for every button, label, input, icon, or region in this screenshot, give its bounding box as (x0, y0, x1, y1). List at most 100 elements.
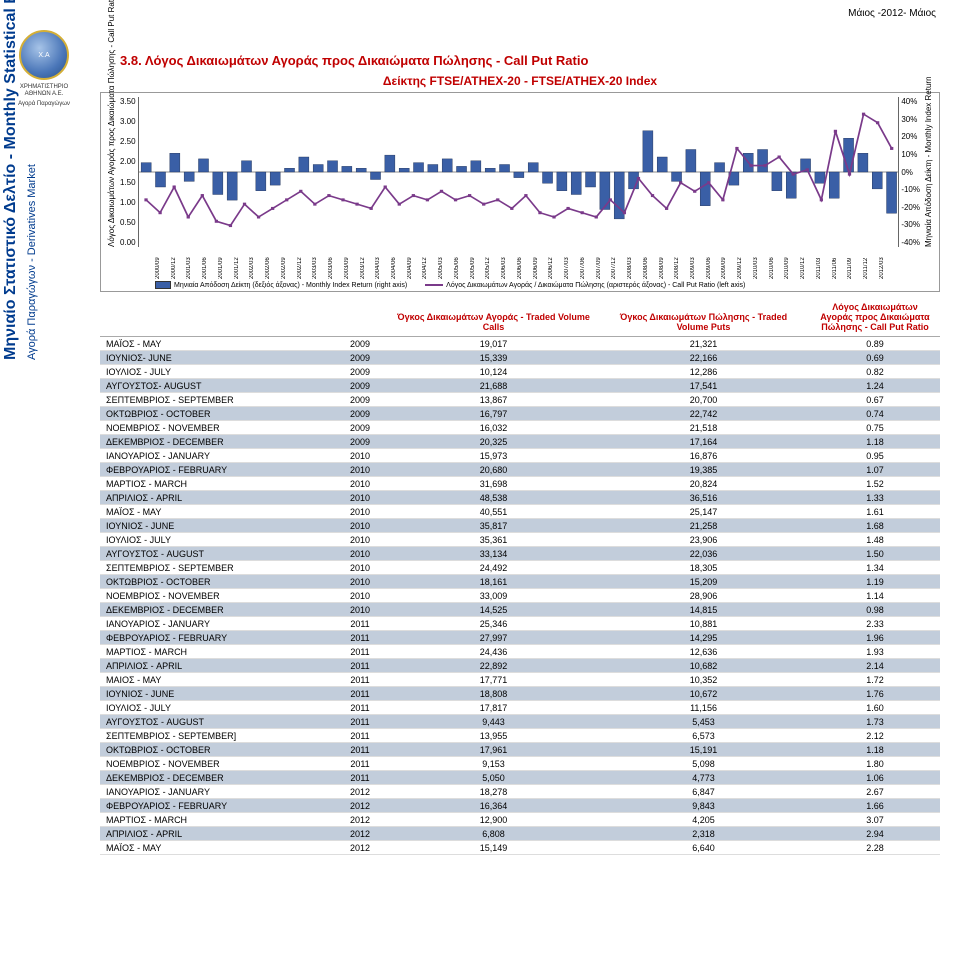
table-row: ΣΕΠΤΕΜΒΡΙΟΣ - SEPTEMBER200913,86720,7000… (100, 393, 940, 407)
cell-calls: 6,808 (390, 827, 597, 841)
x-tick: 2003/12 (360, 247, 366, 279)
chart-legend: Μηνιαία Απόδοση Δείκτη (δεξιός άξονας) -… (155, 281, 885, 289)
chart-x-ticks: 2000/092000/122001/032001/062001/092001/… (155, 247, 885, 279)
cell-ratio: 1.06 (810, 771, 940, 785)
table-row: ΙΑΝΟΥΑΡΙΟΣ - JANUARY201125,34610,8812.33 (100, 617, 940, 631)
table-row: ΔΕΚΕΜΒΡΙΟΣ - DECEMBER200920,32517,1641.1… (100, 435, 940, 449)
table-row: ΟΚΤΩΒΡΙΟΣ - OCTOBER201117,96115,1911.18 (100, 743, 940, 757)
x-tick: 2010/12 (800, 247, 806, 279)
cell-year: 2010 (330, 561, 390, 575)
table-row: ΝΟΕΜΒΡΙΟΣ - NOVEMBER201033,00928,9061.14 (100, 589, 940, 603)
cell-ratio: 1.52 (810, 477, 940, 491)
cell-year: 2011 (330, 771, 390, 785)
cell-year: 2011 (330, 715, 390, 729)
x-tick: 2011/12 (863, 247, 869, 279)
cell-calls: 18,161 (390, 575, 597, 589)
chart-y-left-ticks: 3.503.002.502.001.501.000.500.00 (118, 97, 138, 247)
cell-calls: 18,808 (390, 687, 597, 701)
cell-puts: 18,305 (597, 561, 810, 575)
cell-ratio: 0.89 (810, 337, 940, 351)
table-row: ΟΚΤΩΒΡΙΟΣ - OCTOBER201018,16115,2091.19 (100, 575, 940, 589)
cell-puts: 10,672 (597, 687, 810, 701)
x-tick: 2011/06 (832, 247, 838, 279)
cell-puts: 12,286 (597, 365, 810, 379)
y-right-tick: 30% (901, 115, 920, 124)
cell-calls: 33,009 (390, 589, 597, 603)
cell-year: 2012 (330, 827, 390, 841)
cell-calls: 14,525 (390, 603, 597, 617)
cell-puts: 14,815 (597, 603, 810, 617)
cell-puts: 14,295 (597, 631, 810, 645)
cell-puts: 10,682 (597, 659, 810, 673)
cell-ratio: 1.19 (810, 575, 940, 589)
cell-puts: 5,098 (597, 757, 810, 771)
cell-year: 2009 (330, 435, 390, 449)
col-puts: Όγκος Δικαιωμάτων Πώλησης - Traded Volum… (597, 298, 810, 337)
legend-line-label: Λόγος Δικαιωμάτων Αγοράς / Δικαιώματα Πώ… (446, 282, 745, 289)
cell-puts: 11,156 (597, 701, 810, 715)
cell-calls: 17,961 (390, 743, 597, 757)
x-tick: 2008/06 (643, 247, 649, 279)
cell-ratio: 2.14 (810, 659, 940, 673)
x-tick: 2004/06 (391, 247, 397, 279)
table-row: ΝΟΕΜΒΡΙΟΣ - NOVEMBER20119,1535,0981.80 (100, 757, 940, 771)
cell-puts: 15,191 (597, 743, 810, 757)
cell-year: 2011 (330, 617, 390, 631)
cell-year: 2010 (330, 491, 390, 505)
cell-month: ΣΕΠΤΕΜΒΡΙΟΣ - SEPTEMBER (100, 561, 330, 575)
cell-puts: 6,640 (597, 841, 810, 855)
x-tick: 2002/09 (281, 247, 287, 279)
cell-month: ΝΟΕΜΒΡΙΟΣ - NOVEMBER (100, 757, 330, 771)
cell-month: ΜΑΪΟΣ - MAY (100, 505, 330, 519)
cell-year: 2010 (330, 533, 390, 547)
cell-year: 2012 (330, 785, 390, 799)
cell-ratio: 1.18 (810, 435, 940, 449)
cell-month: ΦΕΒΡΟΥΑΡΙΟΣ - FEBRUARY (100, 463, 330, 477)
cell-ratio: 1.24 (810, 379, 940, 393)
cell-puts: 4,205 (597, 813, 810, 827)
cell-year: 2011 (330, 757, 390, 771)
cell-calls: 22,892 (390, 659, 597, 673)
cell-month: ΙΟΥΝΙΟΣ - JUNE (100, 687, 330, 701)
cell-calls: 25,346 (390, 617, 597, 631)
y-left-tick: 1.00 (120, 198, 136, 207)
x-tick: 2007/06 (580, 247, 586, 279)
cell-calls: 31,698 (390, 477, 597, 491)
cell-puts: 6,573 (597, 729, 810, 743)
legend-bar-icon (155, 281, 171, 289)
cell-puts: 9,843 (597, 799, 810, 813)
cell-year: 2010 (330, 505, 390, 519)
cell-ratio: 1.48 (810, 533, 940, 547)
cell-ratio: 0.95 (810, 449, 940, 463)
cell-month: ΑΥΓΟΥΣΤΟΣ - AUGUST (100, 547, 330, 561)
cell-calls: 9,153 (390, 757, 597, 771)
sidebar-title: Μηνιαίο Στατιστικό Δελτίο - Monthly Stat… (2, 0, 20, 360)
cell-puts: 25,147 (597, 505, 810, 519)
legend-line: Λόγος Δικαιωμάτων Αγοράς / Δικαιώματα Πώ… (425, 282, 745, 289)
table-row: ΙΟΥΝΙΟΣ - JUNE201118,80810,6721.76 (100, 687, 940, 701)
x-tick: 2002/06 (265, 247, 271, 279)
x-tick: 2009/12 (737, 247, 743, 279)
cell-month: ΟΚΤΩΒΡΙΟΣ - OCTOBER (100, 575, 330, 589)
cell-ratio: 2.28 (810, 841, 940, 855)
x-tick: 2003/09 (344, 247, 350, 279)
y-right-tick: -30% (901, 220, 920, 229)
y-left-tick: 2.50 (120, 137, 136, 146)
cell-year: 2009 (330, 393, 390, 407)
table-row: ΣΕΠΤΕΜΒΡΙΟΣ - SEPTEMBER]201113,9556,5732… (100, 729, 940, 743)
cell-month: ΦΕΒΡΟΥΑΡΙΟΣ - FEBRUARY (100, 799, 330, 813)
table-row: ΜΑΪΟΣ - MAY201215,1496,6402.28 (100, 841, 940, 855)
cell-month: ΙΟΥΝΙΟΣ- JUNE (100, 351, 330, 365)
x-tick: 2010/09 (784, 247, 790, 279)
table-row: ΜΑΡΤΙΟΣ - MARCH201212,9004,2053.07 (100, 813, 940, 827)
cell-month: ΝΟΕΜΒΡΙΟΣ - NOVEMBER (100, 589, 330, 603)
col-ratio: Λόγος Δικαιωμάτων Αγοράς προς Δικαιώματα… (810, 298, 940, 337)
cell-year: 2010 (330, 547, 390, 561)
x-tick: 2005/03 (438, 247, 444, 279)
cell-ratio: 0.98 (810, 603, 940, 617)
cell-ratio: 1.07 (810, 463, 940, 477)
cell-month: ΑΥΓΟΥΣΤΟΣ- AUGUST (100, 379, 330, 393)
cell-puts: 17,164 (597, 435, 810, 449)
table-row: ΑΥΓΟΥΣΤΟΣ- AUGUST200921,68817,5411.24 (100, 379, 940, 393)
cell-calls: 13,955 (390, 729, 597, 743)
